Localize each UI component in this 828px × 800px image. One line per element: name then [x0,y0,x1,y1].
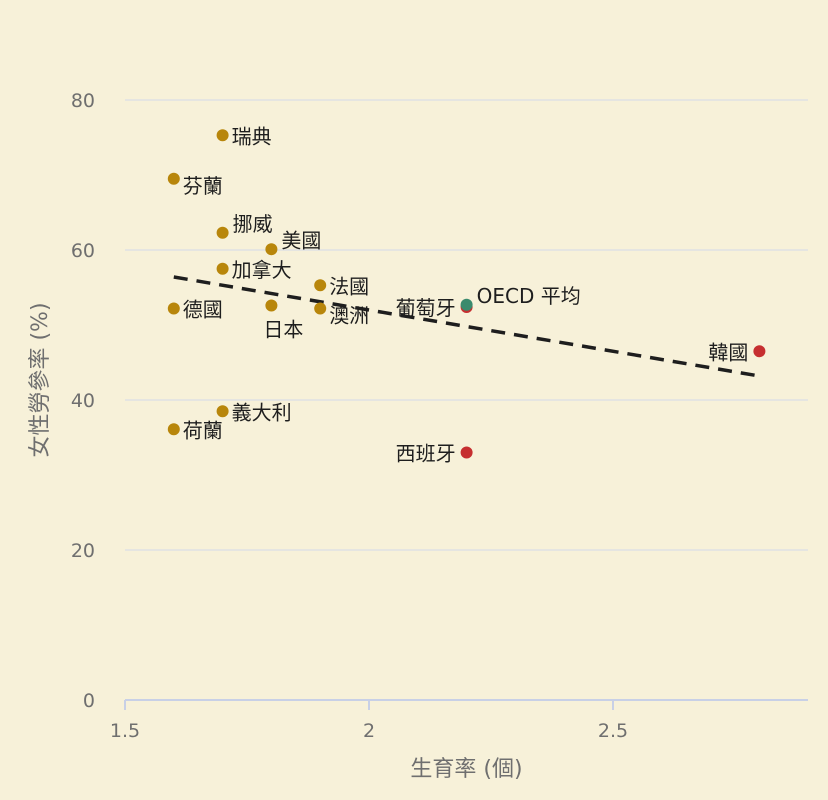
point-label: 瑞典 [232,124,272,148]
point-label: 美國 [281,228,321,252]
point-label: 澳洲 [329,304,369,328]
point-marker [216,405,229,418]
x-tick-label: 2.5 [598,720,628,742]
y-tick-label: 80 [71,90,95,112]
point-label: 日本 [263,318,303,342]
y-axis-ticks: 0 20 40 60 80 [71,90,95,712]
y-tick-label: 20 [71,540,95,562]
point-marker [753,345,766,358]
point-marker [216,129,229,142]
point-label: 法國 [329,274,369,298]
x-axis-ticks: 1.5 2 2.5 [110,700,628,742]
point-marker [216,262,229,275]
point-marker [167,302,180,315]
point-label: 加拿大 [232,258,292,282]
point-label: 芬蘭 [183,174,223,198]
y-tick-label: 60 [71,240,95,262]
point-marker [167,423,180,436]
point-label: 西班牙 [396,442,456,466]
point-marker [167,172,180,185]
point-label: 挪威 [233,212,273,236]
point-marker [265,299,278,312]
x-tick-label: 2 [363,720,375,742]
x-tick-label: 1.5 [110,720,140,742]
point-marker [314,302,327,315]
data-points [167,129,766,459]
y-axis-title: 女性勞參率 (%) [28,302,53,457]
point-label: OECD 平均 [477,284,581,308]
y-tick-label: 0 [83,690,95,712]
point-marker [216,226,229,239]
point-marker [460,446,473,459]
point-marker [265,243,278,256]
point-label: 韓國 [708,340,748,364]
x-axis-title: 生育率 (個) [410,757,522,782]
point-label: 德國 [183,298,223,322]
trend-line [173,275,760,378]
point-label: 荷蘭 [183,418,223,442]
gridlines [125,99,808,551]
point-marker [460,298,473,311]
point-label: 葡萄牙 [396,296,456,320]
y-tick-label: 40 [71,390,95,412]
point-marker [314,279,327,292]
point-label: 義大利 [232,400,292,424]
